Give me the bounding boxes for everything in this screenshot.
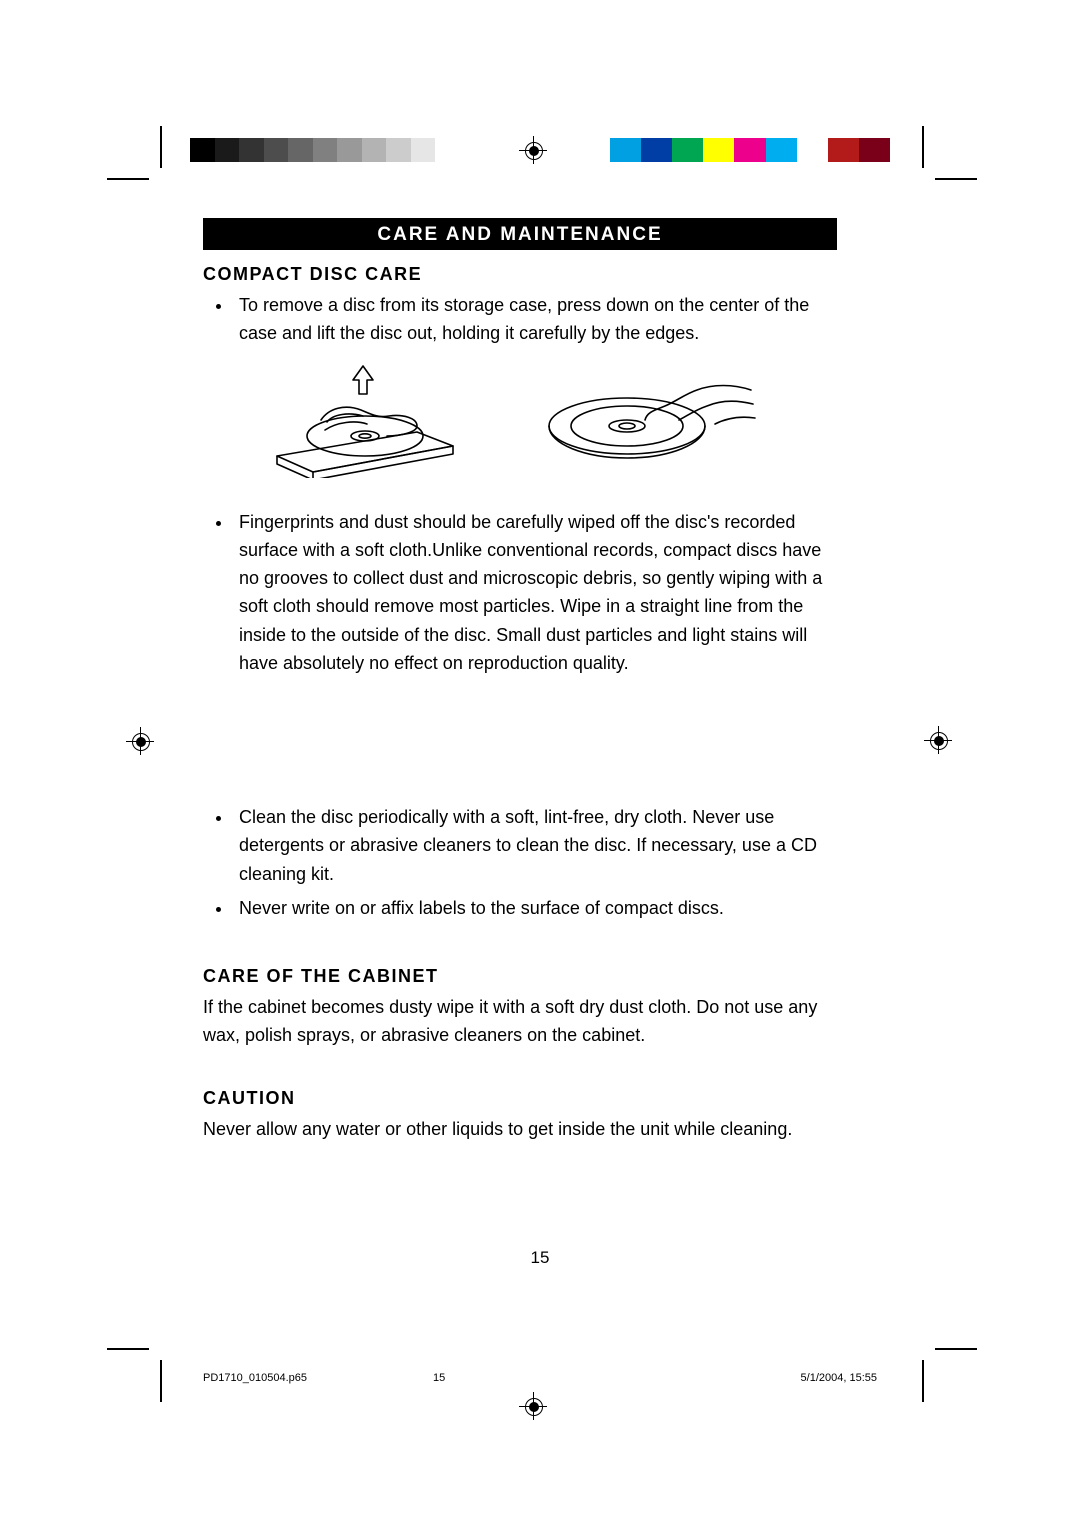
gray-swatch bbox=[239, 138, 264, 162]
color-bar bbox=[610, 138, 890, 162]
color-swatch bbox=[828, 138, 859, 162]
crop-mark bbox=[935, 1348, 977, 1350]
crop-mark bbox=[922, 126, 924, 168]
color-swatch bbox=[703, 138, 734, 162]
imprint-datetime: 5/1/2004, 15:55 bbox=[801, 1372, 877, 1384]
registration-mark-icon bbox=[126, 727, 154, 755]
list-item: Fingerprints and dust should be carefull… bbox=[233, 508, 837, 678]
caution-body: Never allow any water or other liquids t… bbox=[203, 1115, 837, 1143]
registration-mark-icon bbox=[519, 136, 547, 164]
illustration-remove-disc-icon bbox=[267, 360, 457, 478]
crop-mark bbox=[922, 1360, 924, 1402]
page-number: 15 bbox=[0, 1248, 1080, 1268]
color-swatch bbox=[766, 138, 797, 162]
illustration-hold-disc-icon bbox=[537, 360, 757, 478]
crop-mark bbox=[107, 178, 149, 180]
disc-care-list-2: Fingerprints and dust should be carefull… bbox=[203, 508, 837, 678]
imprint-page: 15 bbox=[433, 1372, 445, 1384]
list-item: Clean the disc periodically with a soft,… bbox=[233, 803, 837, 888]
crop-mark bbox=[107, 1348, 149, 1350]
imprint-file: PD1710_010504.p65 bbox=[203, 1372, 307, 1384]
color-swatch bbox=[641, 138, 672, 162]
crop-mark bbox=[935, 178, 977, 180]
page-content: CARE AND MAINTENANCE COMPACT DISC CARE T… bbox=[203, 218, 837, 1143]
gray-swatch bbox=[362, 138, 387, 162]
list-item: To remove a disc from its storage case, … bbox=[233, 291, 837, 348]
print-page: CARE AND MAINTENANCE COMPACT DISC CARE T… bbox=[0, 0, 1080, 1528]
color-swatch bbox=[672, 138, 703, 162]
section-title-bar: CARE AND MAINTENANCE bbox=[203, 218, 837, 250]
heading-cabinet-care: CARE OF THE CABINET bbox=[203, 966, 837, 987]
gray-swatch bbox=[313, 138, 338, 162]
registration-mark-icon bbox=[924, 726, 952, 754]
color-swatch bbox=[859, 138, 890, 162]
gray-swatch bbox=[288, 138, 313, 162]
gray-swatch bbox=[215, 138, 240, 162]
registration-mark-icon bbox=[519, 1392, 547, 1420]
color-swatch bbox=[797, 138, 828, 162]
gray-swatch bbox=[190, 138, 215, 162]
gray-swatch bbox=[386, 138, 411, 162]
imprint-line: PD1710_010504.p65 15 5/1/2004, 15:55 bbox=[203, 1372, 877, 1384]
gray-swatch bbox=[435, 138, 460, 162]
disc-care-list-3: Clean the disc periodically with a soft,… bbox=[203, 803, 837, 922]
list-item: Never write on or affix labels to the su… bbox=[233, 894, 837, 922]
gray-swatch bbox=[337, 138, 362, 162]
color-swatch bbox=[610, 138, 641, 162]
heading-disc-care: COMPACT DISC CARE bbox=[203, 264, 837, 285]
crop-mark bbox=[160, 1360, 162, 1402]
cabinet-body: If the cabinet becomes dusty wipe it wit… bbox=[203, 993, 837, 1050]
color-swatch bbox=[734, 138, 765, 162]
gray-swatch bbox=[264, 138, 289, 162]
heading-caution: CAUTION bbox=[203, 1088, 837, 1109]
gray-step-wedge bbox=[190, 138, 460, 162]
gray-swatch bbox=[411, 138, 436, 162]
crop-mark bbox=[160, 126, 162, 168]
disc-care-list-1: To remove a disc from its storage case, … bbox=[203, 291, 837, 348]
illustration-row bbox=[267, 360, 837, 478]
